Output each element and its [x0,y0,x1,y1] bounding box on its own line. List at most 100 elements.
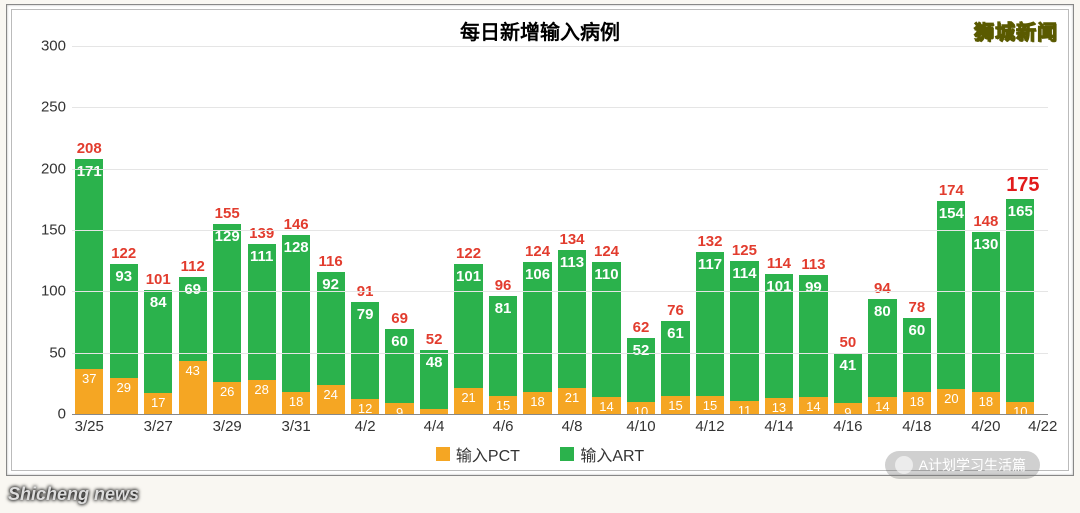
bar-segment-pct: 43 [179,361,207,414]
bar-stack: 26129155 [213,224,241,414]
bar-stack: 148094 [868,299,896,414]
bar-segment-art: 41 [834,353,862,403]
bar-segment-pct: 37 [75,369,103,414]
art-value-label: 101 [454,268,482,285]
bar-segment-pct: 15 [696,396,724,414]
bar-segment-pct: 28 [248,380,276,414]
art-value-label: 93 [110,268,138,285]
y-tick-label: 100 [41,283,66,300]
bar-segment-pct: 14 [592,397,620,414]
grid-line [72,169,1048,170]
grid-line [72,353,1048,354]
pct-value-label: 43 [179,363,207,378]
bar-segment-pct: 14 [799,397,827,414]
total-value-label: 116 [317,253,345,270]
bar-segment-pct: 21 [454,388,482,414]
total-value-label: 112 [179,258,207,275]
bar-segment-art: 128 [282,235,310,392]
grid-line [72,46,1048,47]
art-value-label: 117 [696,256,724,273]
art-value-label: 92 [317,276,345,293]
bar-segment-pct: 15 [661,396,689,414]
pct-value-label: 15 [661,398,689,413]
bar-segment-art: 114 [730,261,758,401]
bar-segment-art: 79 [351,302,379,399]
x-tick-label: 4/20 [971,418,1000,435]
art-value-label: 79 [351,306,379,323]
pct-value-label: 14 [868,399,896,414]
source-overlay: Shicheng news [8,484,139,505]
bar-segment-art: 101 [454,264,482,388]
x-tick-label: 4/2 [355,418,376,435]
pct-value-label: 18 [903,394,931,409]
legend-item-art: 输入ART [560,442,644,466]
bar-stack: 156176 [661,321,689,414]
bar-segment-pct: 10 [1006,402,1034,414]
legend-swatch-art [560,447,574,461]
bar-segment-art: 69 [179,277,207,362]
art-value-label: 106 [523,266,551,283]
total-value-label: 113 [799,256,827,273]
art-value-label: 111 [248,248,276,265]
grid-line [72,414,1048,415]
bar-segment-pct: 12 [351,399,379,414]
bar-segment-art: 81 [489,296,517,395]
bar-segment-art: 84 [144,290,172,393]
total-value-label: 148 [972,213,1000,230]
legend-label-pct: 输入PCT [456,442,520,466]
x-tick-label: 3/31 [282,418,311,435]
wechat-overlay-text: A计划学习生活篇 [919,455,1026,475]
bar-stack: 127991 [351,302,379,414]
total-value-label: 69 [385,310,413,327]
total-value-label: 62 [627,319,655,336]
pct-value-label: 15 [696,398,724,413]
bar-segment-pct: 18 [282,392,310,414]
total-value-label: 125 [730,242,758,259]
art-value-label: 41 [834,357,862,374]
bar-segment-art: 117 [696,252,724,396]
bar-segment-pct: 29 [110,378,138,414]
bar-stack: 186078 [903,318,931,414]
x-tick-label: 4/6 [493,418,514,435]
bar-stack: 18128146 [282,235,310,414]
pct-value-label: 18 [972,394,1000,409]
bar-segment-art: 93 [110,264,138,378]
bar-segment-pct: 18 [903,392,931,414]
bar-stack: 44852 [420,350,448,414]
bar-segment-art: 111 [248,244,276,380]
bar-segment-pct: 11 [730,401,758,414]
bar-stack: 11114125 [730,261,758,414]
bar-segment-pct: 26 [213,382,241,414]
pct-value-label: 37 [75,371,103,386]
bar-segment-pct: 17 [144,393,172,414]
art-value-label: 80 [868,303,896,320]
total-value-label: 122 [454,245,482,262]
art-value-label: 113 [558,254,586,271]
x-tick-label: 4/8 [562,418,583,435]
grid-line [72,291,1048,292]
bar-stack: 4369112 [179,277,207,414]
bar-stack: 13101114 [765,274,793,414]
bar-segment-art: 52 [627,338,655,402]
total-value-label: 78 [903,299,931,316]
pct-value-label: 10 [627,404,655,419]
y-tick-label: 250 [41,99,66,116]
watermark-text: 狮城新闻 [974,16,1058,45]
plot-area: 371712083/25299312217841013/274369112261… [72,46,1048,414]
art-value-label: 81 [489,300,517,317]
total-value-label: 124 [592,243,620,260]
bar-segment-pct: 9 [385,403,413,414]
art-value-label: 60 [385,333,413,350]
bar-segment-art: 129 [213,224,241,382]
pct-value-label: 9 [385,405,413,420]
pct-value-label: 14 [799,399,827,414]
bar-stack: 105262 [627,338,655,414]
bar-segment-art: 61 [661,321,689,396]
art-value-label: 130 [972,236,1000,253]
bar-segment-art: 113 [558,250,586,389]
bar-segment-pct: 13 [765,398,793,414]
bar-segment-art: 60 [903,318,931,392]
bar-segment-art: 171 [75,159,103,369]
art-value-label: 48 [420,354,448,371]
bar-segment-art: 110 [592,262,620,397]
